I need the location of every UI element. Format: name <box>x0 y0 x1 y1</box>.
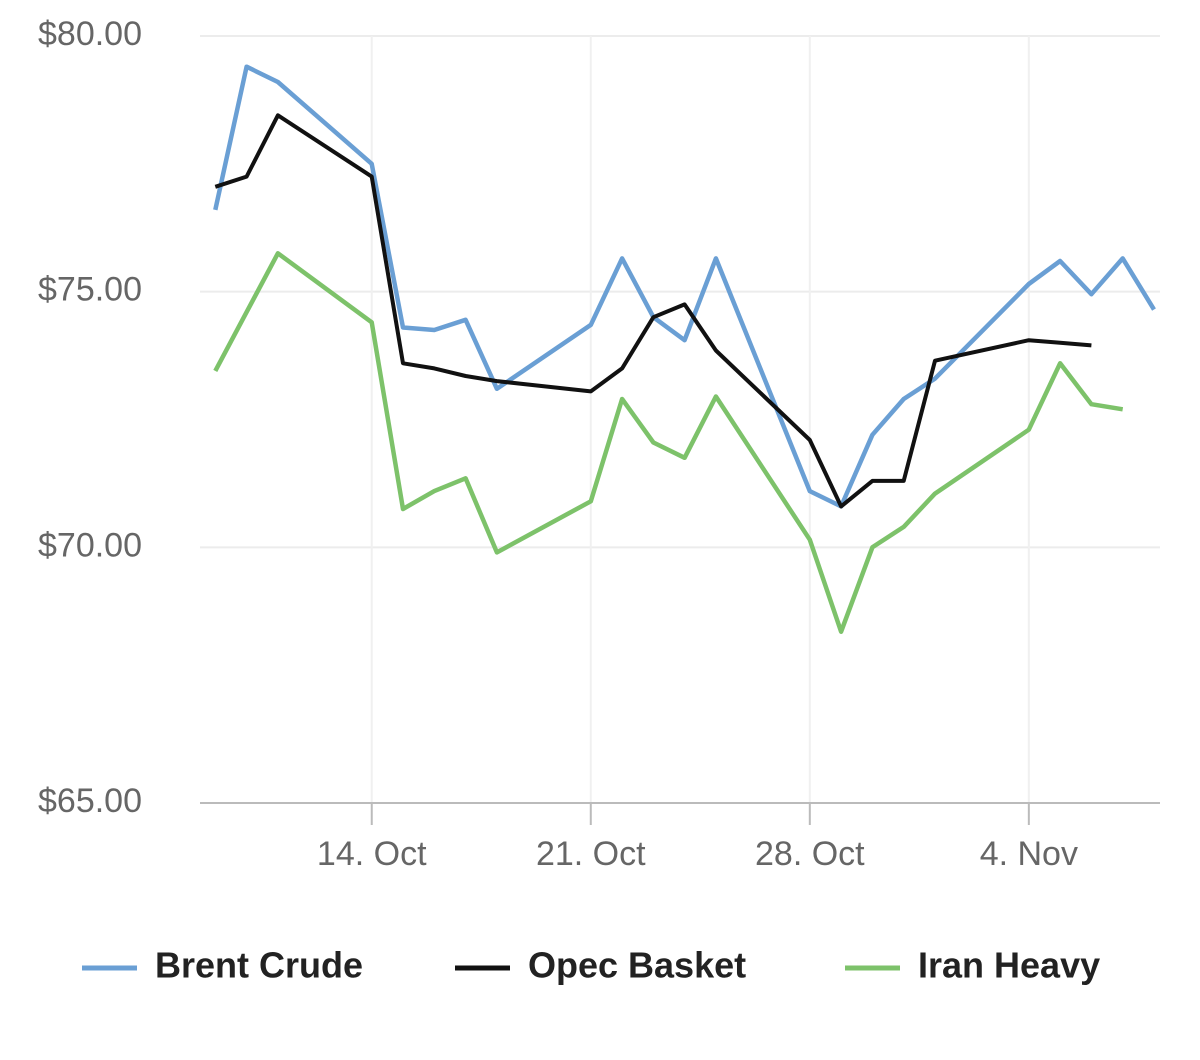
series-line <box>213 64 1156 509</box>
x-tick-label: 21. Oct <box>536 835 646 873</box>
legend-label: Brent Crude <box>155 945 363 986</box>
y-tick-label: $75.00 <box>38 271 142 309</box>
legend-label: Iran Heavy <box>918 945 1100 986</box>
series-line <box>214 113 1092 509</box>
y-tick-label: $70.00 <box>38 526 142 564</box>
series-line <box>213 251 1124 634</box>
x-tick-label: 4. Nov <box>980 835 1078 873</box>
x-tick-label: 28. Oct <box>755 835 865 873</box>
y-tick-label: $80.00 <box>38 15 142 53</box>
legend-label: Opec Basket <box>528 945 746 986</box>
x-tick-label: 14. Oct <box>317 835 427 873</box>
y-tick-label: $65.00 <box>38 782 142 820</box>
